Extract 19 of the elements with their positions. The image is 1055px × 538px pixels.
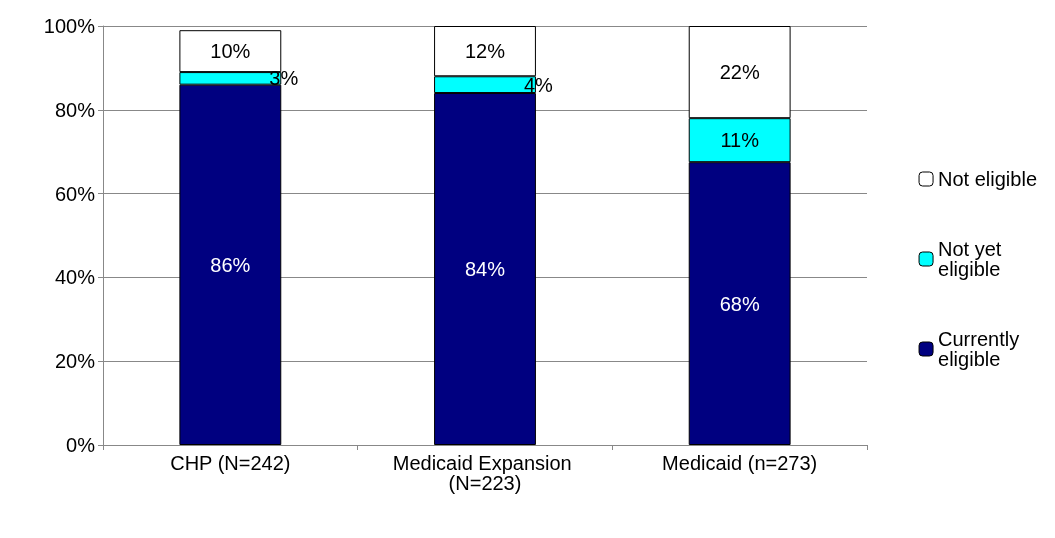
legend-label: Not yet eligible	[938, 238, 1007, 280]
y-tick-label: 0%	[66, 434, 96, 456]
data-label: 10%	[210, 40, 251, 63]
data-label: 68%	[719, 292, 760, 315]
y-tick-label: 100%	[43, 15, 96, 37]
data-label: 86%	[210, 253, 251, 276]
data-label: 22%	[719, 61, 760, 84]
legend-label: Not eligible	[938, 168, 1038, 190]
legend-label: Currently eligible	[938, 328, 1025, 370]
x-tick-label: Medicaid (n=273)	[662, 452, 818, 474]
x-tick-label: CHP (N=242)	[170, 452, 291, 474]
data-label: 84%	[464, 258, 506, 281]
x-tick-label: Medicaid Expansion (N=223)	[392, 452, 578, 494]
y-tick-label: 20%	[54, 350, 96, 373]
y-tick-label: 60%	[54, 182, 96, 205]
y-tick-label: 40%	[54, 266, 96, 289]
y-tick-label: 80%	[54, 98, 96, 121]
data-label: 11%	[720, 129, 760, 152]
data-label: 12%	[464, 40, 506, 63]
